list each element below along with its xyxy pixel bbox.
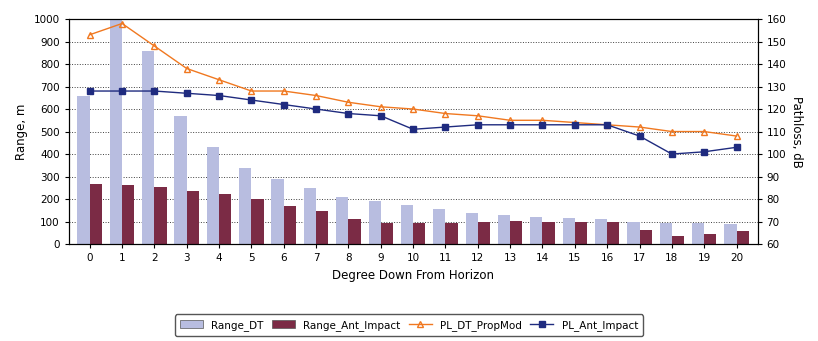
PL_Ant_Impact [246, 98, 256, 102]
PL_Ant_Impact [537, 123, 547, 127]
PL_DT_PropMod [117, 21, 127, 26]
Bar [187, 191, 199, 244]
Bar [672, 236, 684, 244]
PL_Ant_Impact [182, 91, 191, 95]
PL_Ant_Impact [150, 89, 160, 93]
Bar [498, 215, 510, 244]
PL_DT_PropMod [246, 89, 256, 93]
Bar [155, 187, 167, 244]
PL_Ant_Impact [117, 89, 127, 93]
Bar [110, 15, 122, 244]
Legend: Range_DT, Range_Ant_Impact, PL_DT_PropMod, PL_Ant_Impact: Range_DT, Range_Ant_Impact, PL_DT_PropMo… [175, 314, 643, 336]
PL_Ant_Impact [699, 150, 709, 154]
PL_DT_PropMod [602, 123, 612, 127]
Bar [465, 212, 478, 244]
Bar [736, 231, 748, 244]
PL_DT_PropMod [182, 66, 191, 71]
Bar [303, 188, 316, 244]
PL_Ant_Impact [408, 127, 418, 131]
Bar [446, 223, 458, 244]
PL_DT_PropMod [635, 125, 645, 129]
PL_Ant_Impact [731, 145, 741, 149]
PL_DT_PropMod [667, 130, 676, 134]
X-axis label: Degree Down From Horizon: Degree Down From Horizon [332, 269, 494, 282]
PL_Ant_Impact [344, 112, 353, 116]
PL_Ant_Impact [441, 125, 451, 129]
Bar [510, 221, 523, 244]
PL_Ant_Impact [376, 114, 386, 118]
Bar [724, 224, 736, 244]
Bar [434, 209, 446, 244]
Bar [401, 205, 413, 244]
PL_DT_PropMod [376, 105, 386, 109]
PL_Ant_Impact [635, 134, 645, 138]
Line: PL_Ant_Impact: PL_Ant_Impact [87, 88, 739, 157]
Bar [530, 217, 542, 244]
Bar [78, 95, 90, 244]
Bar [627, 222, 640, 244]
PL_Ant_Impact [279, 103, 289, 107]
Bar [348, 219, 361, 244]
PL_DT_PropMod [311, 93, 321, 98]
Bar [478, 222, 490, 244]
PL_DT_PropMod [570, 120, 580, 124]
Bar [640, 230, 652, 244]
PL_DT_PropMod [214, 78, 224, 82]
Y-axis label: Pathloss, dB: Pathloss, dB [790, 95, 803, 167]
Bar [368, 201, 381, 244]
Bar [595, 219, 607, 244]
PL_Ant_Impact [570, 123, 580, 127]
Bar [174, 116, 187, 244]
Bar [381, 223, 393, 244]
Line: PL_DT_PropMod: PL_DT_PropMod [86, 20, 740, 139]
PL_DT_PropMod [408, 107, 418, 111]
PL_Ant_Impact [506, 123, 515, 127]
Bar [692, 223, 704, 244]
Bar [607, 222, 619, 244]
Bar [704, 234, 717, 244]
Bar [219, 194, 231, 244]
PL_Ant_Impact [667, 152, 676, 156]
PL_DT_PropMod [344, 100, 353, 104]
Bar [251, 199, 263, 244]
Bar [659, 223, 672, 244]
PL_Ant_Impact [473, 123, 483, 127]
PL_DT_PropMod [731, 134, 741, 138]
Bar [575, 222, 587, 244]
PL_DT_PropMod [441, 112, 451, 116]
PL_DT_PropMod [279, 89, 289, 93]
Bar [284, 206, 296, 244]
Bar [239, 167, 251, 244]
PL_DT_PropMod [473, 114, 483, 118]
Bar [122, 185, 134, 244]
PL_Ant_Impact [311, 107, 321, 111]
Bar [90, 184, 102, 244]
PL_Ant_Impact [214, 93, 224, 98]
Bar [207, 147, 219, 244]
Bar [542, 222, 555, 244]
PL_Ant_Impact [85, 89, 95, 93]
PL_Ant_Impact [602, 123, 612, 127]
PL_DT_PropMod [150, 44, 160, 48]
Bar [413, 223, 425, 244]
Bar [563, 218, 575, 244]
PL_DT_PropMod [506, 118, 515, 122]
Bar [272, 179, 284, 244]
PL_DT_PropMod [85, 33, 95, 37]
PL_DT_PropMod [699, 130, 709, 134]
PL_DT_PropMod [537, 118, 547, 122]
Bar [336, 197, 348, 244]
Bar [142, 50, 155, 244]
Bar [316, 211, 328, 244]
Y-axis label: Range, m: Range, m [15, 103, 28, 160]
